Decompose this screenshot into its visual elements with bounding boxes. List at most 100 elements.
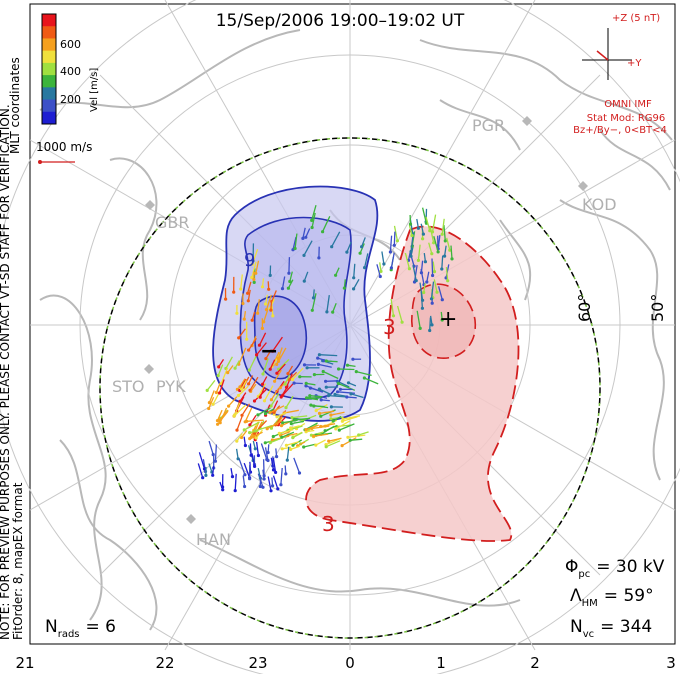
colorbar-swatch bbox=[42, 100, 56, 113]
imf-z-label: +Z (5 nT) bbox=[612, 13, 660, 24]
nvc-subscript: vc bbox=[583, 629, 594, 640]
vector-origin bbox=[343, 287, 346, 290]
vector-origin bbox=[269, 441, 272, 444]
vector-origin bbox=[422, 233, 425, 236]
vector-origin bbox=[248, 431, 251, 434]
vector-origin bbox=[234, 367, 237, 370]
vector-origin bbox=[208, 401, 211, 404]
vector-origin bbox=[274, 471, 277, 474]
vector-origin bbox=[329, 414, 332, 417]
vector-origin bbox=[346, 436, 349, 439]
vector-origin bbox=[251, 319, 254, 322]
lambda-value: = 59° bbox=[604, 586, 654, 606]
vector-origin bbox=[408, 267, 411, 270]
vector-origin bbox=[331, 311, 334, 314]
vector-origin bbox=[243, 485, 246, 488]
vector-origin bbox=[276, 487, 279, 490]
lambda-symbol: Λ bbox=[570, 586, 582, 606]
station-label-pyk: PYK bbox=[156, 377, 186, 396]
vector-origin bbox=[334, 274, 337, 277]
vector-origin bbox=[338, 429, 341, 432]
station-label-kod: KOD bbox=[582, 195, 617, 214]
vector-origin bbox=[235, 429, 238, 432]
velocity-vector bbox=[348, 435, 365, 437]
vector-origin bbox=[279, 483, 282, 486]
vector-origin bbox=[316, 357, 319, 360]
station-label-gbr: GBR bbox=[155, 213, 190, 232]
vector-origin bbox=[237, 457, 240, 460]
vector-origin bbox=[231, 475, 234, 478]
velocity-vector bbox=[394, 232, 395, 246]
vector-origin bbox=[211, 474, 214, 477]
vector-origin bbox=[420, 271, 423, 274]
vector-origin bbox=[255, 353, 258, 356]
vector-origin bbox=[379, 270, 382, 273]
vector-origin bbox=[325, 445, 328, 448]
vector-origin bbox=[322, 370, 325, 373]
vector-origin bbox=[278, 432, 281, 435]
vector-origin bbox=[227, 405, 230, 408]
vector-origin bbox=[336, 390, 339, 393]
velocity-vector bbox=[287, 447, 289, 460]
potential-maximum: + bbox=[439, 307, 457, 332]
vector-origin bbox=[332, 419, 335, 422]
negative-cell bbox=[213, 186, 377, 420]
vector-origin bbox=[298, 471, 301, 474]
vector-origin bbox=[327, 440, 330, 443]
velocity-vector bbox=[442, 256, 443, 270]
velocity-vector bbox=[382, 252, 384, 265]
nrads-symbol: N bbox=[45, 617, 58, 637]
vector-origin bbox=[324, 429, 327, 432]
vector-origin bbox=[314, 444, 317, 447]
vector-origin bbox=[286, 459, 289, 462]
vector-origin bbox=[263, 477, 266, 480]
vector-origin bbox=[334, 427, 337, 430]
vector-origin bbox=[216, 419, 219, 422]
vector-origin bbox=[298, 375, 301, 378]
vector-origin bbox=[221, 485, 224, 488]
vector-origin bbox=[253, 281, 256, 284]
vector-origin bbox=[264, 412, 267, 415]
vector-origin bbox=[247, 382, 250, 385]
velocity-vector bbox=[430, 318, 431, 331]
vector-origin bbox=[238, 385, 241, 388]
vector-origin bbox=[431, 274, 434, 277]
velocity-vector bbox=[239, 458, 245, 475]
velocity-vector bbox=[281, 468, 282, 485]
vector-origin bbox=[409, 223, 412, 226]
vector-origin bbox=[415, 279, 418, 282]
colorbar-swatch bbox=[42, 87, 56, 100]
vector-origin bbox=[218, 391, 221, 394]
vector-origin bbox=[259, 485, 262, 488]
vector-origin bbox=[417, 227, 420, 230]
vector-origin bbox=[430, 252, 433, 255]
imf-indicator: +Z (5 nT) +Y OMNI IMF Stat Mod: RG96 Bz+… bbox=[573, 13, 667, 136]
station-marker bbox=[186, 514, 196, 524]
velocity-colorbar bbox=[42, 14, 56, 125]
vector-origin bbox=[217, 365, 220, 368]
velocity-vector bbox=[247, 420, 264, 421]
nvc-value: = 344 bbox=[600, 617, 652, 637]
mlt-label: 21 bbox=[15, 654, 34, 672]
vector-origin bbox=[293, 382, 296, 385]
vector-origin bbox=[433, 270, 436, 273]
vector-origin bbox=[290, 422, 293, 425]
phi-value: = 30 kV bbox=[596, 557, 665, 577]
imf-source: OMNI IMF bbox=[604, 99, 652, 110]
vector-origin bbox=[248, 369, 251, 372]
vector-origin bbox=[349, 439, 352, 442]
vector-origin bbox=[450, 257, 453, 260]
vector-origin bbox=[261, 285, 264, 288]
vector-origin bbox=[245, 338, 248, 341]
contour-label-pos: 3 bbox=[383, 315, 396, 339]
vector-origin bbox=[239, 400, 242, 403]
vector-origin bbox=[269, 411, 272, 414]
vector-origin bbox=[390, 266, 393, 269]
station-marker bbox=[144, 364, 154, 374]
vector-origin bbox=[212, 403, 215, 406]
colorbar-swatch bbox=[42, 26, 56, 39]
vector-origin bbox=[269, 489, 272, 492]
vector-origin bbox=[441, 233, 444, 236]
vector-origin bbox=[219, 421, 222, 424]
vector-origin bbox=[330, 245, 333, 248]
